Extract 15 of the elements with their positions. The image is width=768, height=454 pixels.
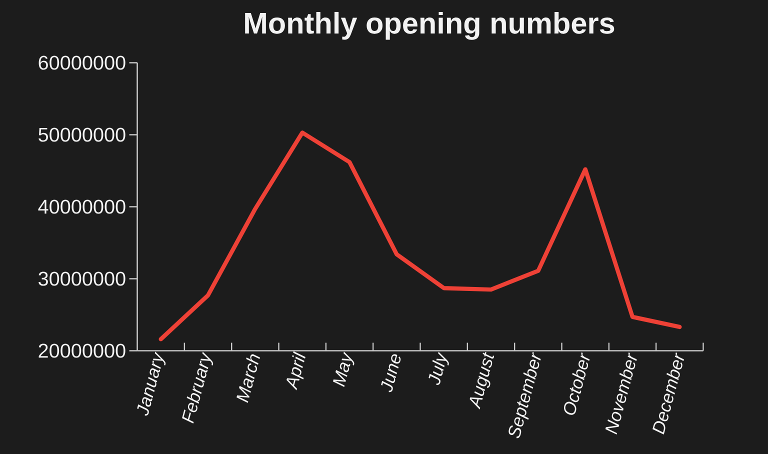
y-tick-label: 20000000 <box>38 344 126 358</box>
x-tick-label: April <box>286 351 306 390</box>
x-tick-label: January <box>137 351 166 416</box>
y-tick-label: 30000000 <box>38 272 126 286</box>
y-tick-label: 60000000 <box>38 56 126 70</box>
x-tick-label: October <box>564 352 590 415</box>
x-tick-label: June <box>381 354 401 392</box>
y-tick-label: 40000000 <box>38 200 126 214</box>
y-tick-label: 50000000 <box>38 128 126 142</box>
chart-title: Monthly opening numbers <box>245 12 614 40</box>
x-tick-label: May <box>332 351 354 387</box>
x-tick-label: July <box>428 352 449 385</box>
x-tick-label: August <box>470 352 494 410</box>
line-series <box>158 130 682 342</box>
x-tick-label: March <box>236 354 260 403</box>
